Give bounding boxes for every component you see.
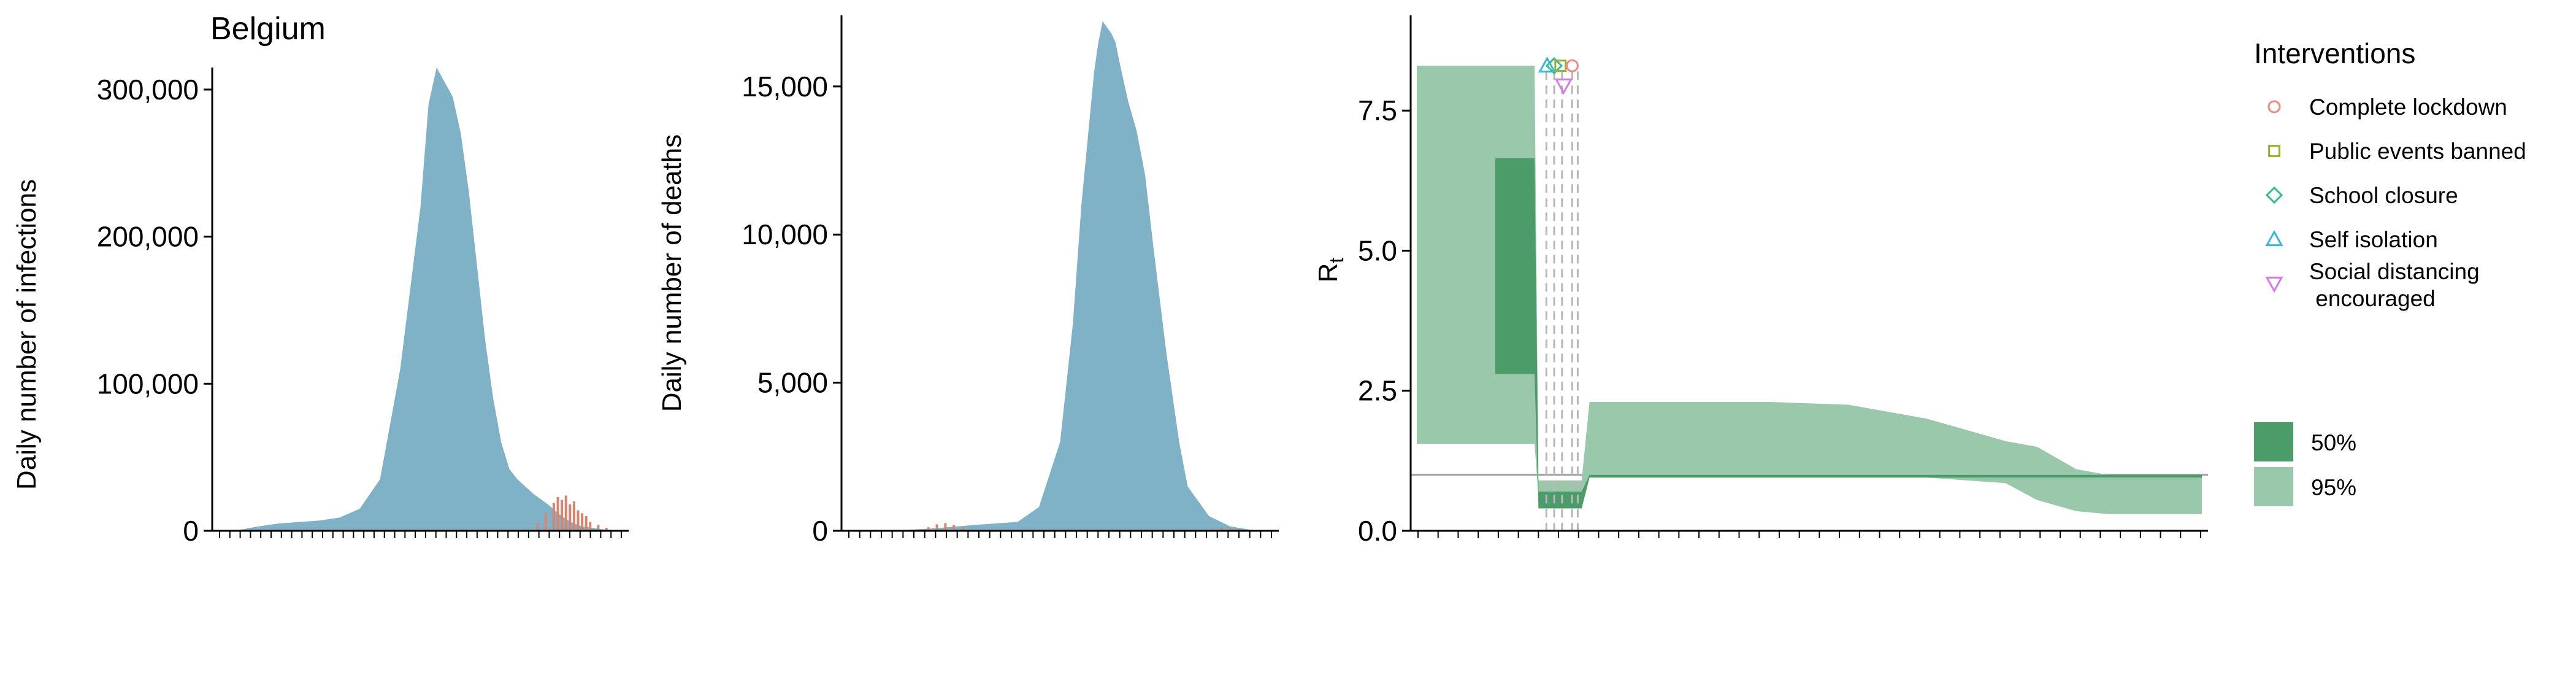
infections-observed-bar <box>569 504 572 531</box>
intervention-marker <box>1554 79 1573 95</box>
infections-estimate-area <box>218 68 623 531</box>
legend-band-label: 50% <box>2311 430 2356 455</box>
legend-intervention-label: School closure <box>2309 183 2458 208</box>
bands-legend: 50% 95% <box>2254 422 2356 506</box>
deaths-ytick-label: 5,000 <box>757 367 828 399</box>
infections-ytick-label: 200,000 <box>97 221 199 253</box>
legend-band-label: 95% <box>2311 475 2356 500</box>
intervention-marker <box>1545 57 1563 75</box>
rt-band-95 <box>1417 66 2202 514</box>
deaths-observed-bar <box>1220 527 1223 531</box>
legend-band-swatch <box>2254 467 2293 506</box>
infections-ytick-label: 300,000 <box>97 74 199 106</box>
legend-triangle-down-icon <box>2265 276 2283 293</box>
deaths-observed-bar <box>1229 528 1232 531</box>
infections-ytick-label: 100,000 <box>97 368 199 399</box>
deaths-ytick-label: 15,000 <box>742 71 828 102</box>
deaths-observed-bar <box>944 523 947 531</box>
legend-label-line2: encouraged <box>2309 286 2436 311</box>
deaths-observed-bar <box>961 527 964 531</box>
deaths-plot <box>848 21 1273 531</box>
infections-observed-bar <box>556 496 559 531</box>
infections-ytick-label: 0 <box>183 515 199 547</box>
deaths-observed-bar <box>953 525 956 531</box>
intervention-marker <box>1538 56 1557 73</box>
rt-ytick-label: 5.0 <box>1358 234 1397 266</box>
infections-observed-bar <box>564 495 567 531</box>
legend-band-swatch <box>2254 422 2293 461</box>
rt-ylabel-main: R <box>1313 263 1343 283</box>
deaths-observed-bar <box>927 527 930 531</box>
infections-observed-bar <box>605 528 608 531</box>
infections-observed-bar <box>561 500 564 531</box>
rt-ylabel-sub: t <box>1325 258 1347 263</box>
deaths-estimate-area <box>848 21 1273 531</box>
legend-intervention-label: Public events banned <box>2309 139 2526 164</box>
interventions-legend-title: Interventions <box>2254 37 2415 69</box>
infections-observed-bar <box>577 510 580 531</box>
rt-plot <box>1411 56 2208 531</box>
legend-intervention-label: Social distancing encouraged <box>2309 259 2480 311</box>
deaths-ylabel: Daily number of deaths <box>657 134 687 412</box>
infections-observed-bar <box>581 513 584 531</box>
interventions-legend: Interventions Complete lockdown Public ev… <box>2254 37 2526 311</box>
rt-ytick-label: 0.0 <box>1358 515 1397 547</box>
rt-ytick-label: 2.5 <box>1358 375 1397 407</box>
infections-observed-bar <box>536 523 539 531</box>
deaths-observed-bar <box>935 524 938 531</box>
infections-observed-bar <box>552 503 555 531</box>
intervention-marker <box>1554 60 1567 72</box>
legend-intervention-label: Self isolation <box>2309 227 2438 252</box>
deaths-ytick-label: 10,000 <box>742 218 828 250</box>
legend-diamond-icon <box>2265 186 2283 204</box>
deaths-observed-bar <box>1211 528 1214 531</box>
deaths-ytick-label: 0 <box>812 515 828 547</box>
infections-observed-bar <box>572 501 575 531</box>
infections-observed-bar <box>597 525 600 531</box>
legend-square-icon <box>2268 145 2280 157</box>
rt-ytick-label: 7.5 <box>1358 95 1397 126</box>
intervention-marker <box>1565 59 1579 72</box>
rt-ylabel: Rt <box>1313 258 1347 283</box>
infections-plot <box>218 68 623 531</box>
infections-panel: Belgium Daily number of infections 0 100,… <box>12 11 629 547</box>
legend-triangle-up-icon <box>2265 230 2283 247</box>
infections-observed-bar <box>585 516 588 531</box>
rt-panel: Rt 0.0 2.5 5.0 7.5 <box>1313 15 2208 547</box>
infections-observed-bar <box>544 513 547 531</box>
legend-label-line1: Social distancing <box>2309 259 2480 284</box>
legend-intervention-label: Complete lockdown <box>2309 95 2507 120</box>
deaths-panel: Daily number of deaths 0 5,000 10,000 15,00… <box>657 15 1279 547</box>
infections-observed-bar <box>589 522 592 531</box>
infections-ylabel: Daily number of infections <box>12 179 42 490</box>
country-title: Belgium <box>210 11 326 47</box>
legend-circle-icon <box>2267 100 2281 114</box>
